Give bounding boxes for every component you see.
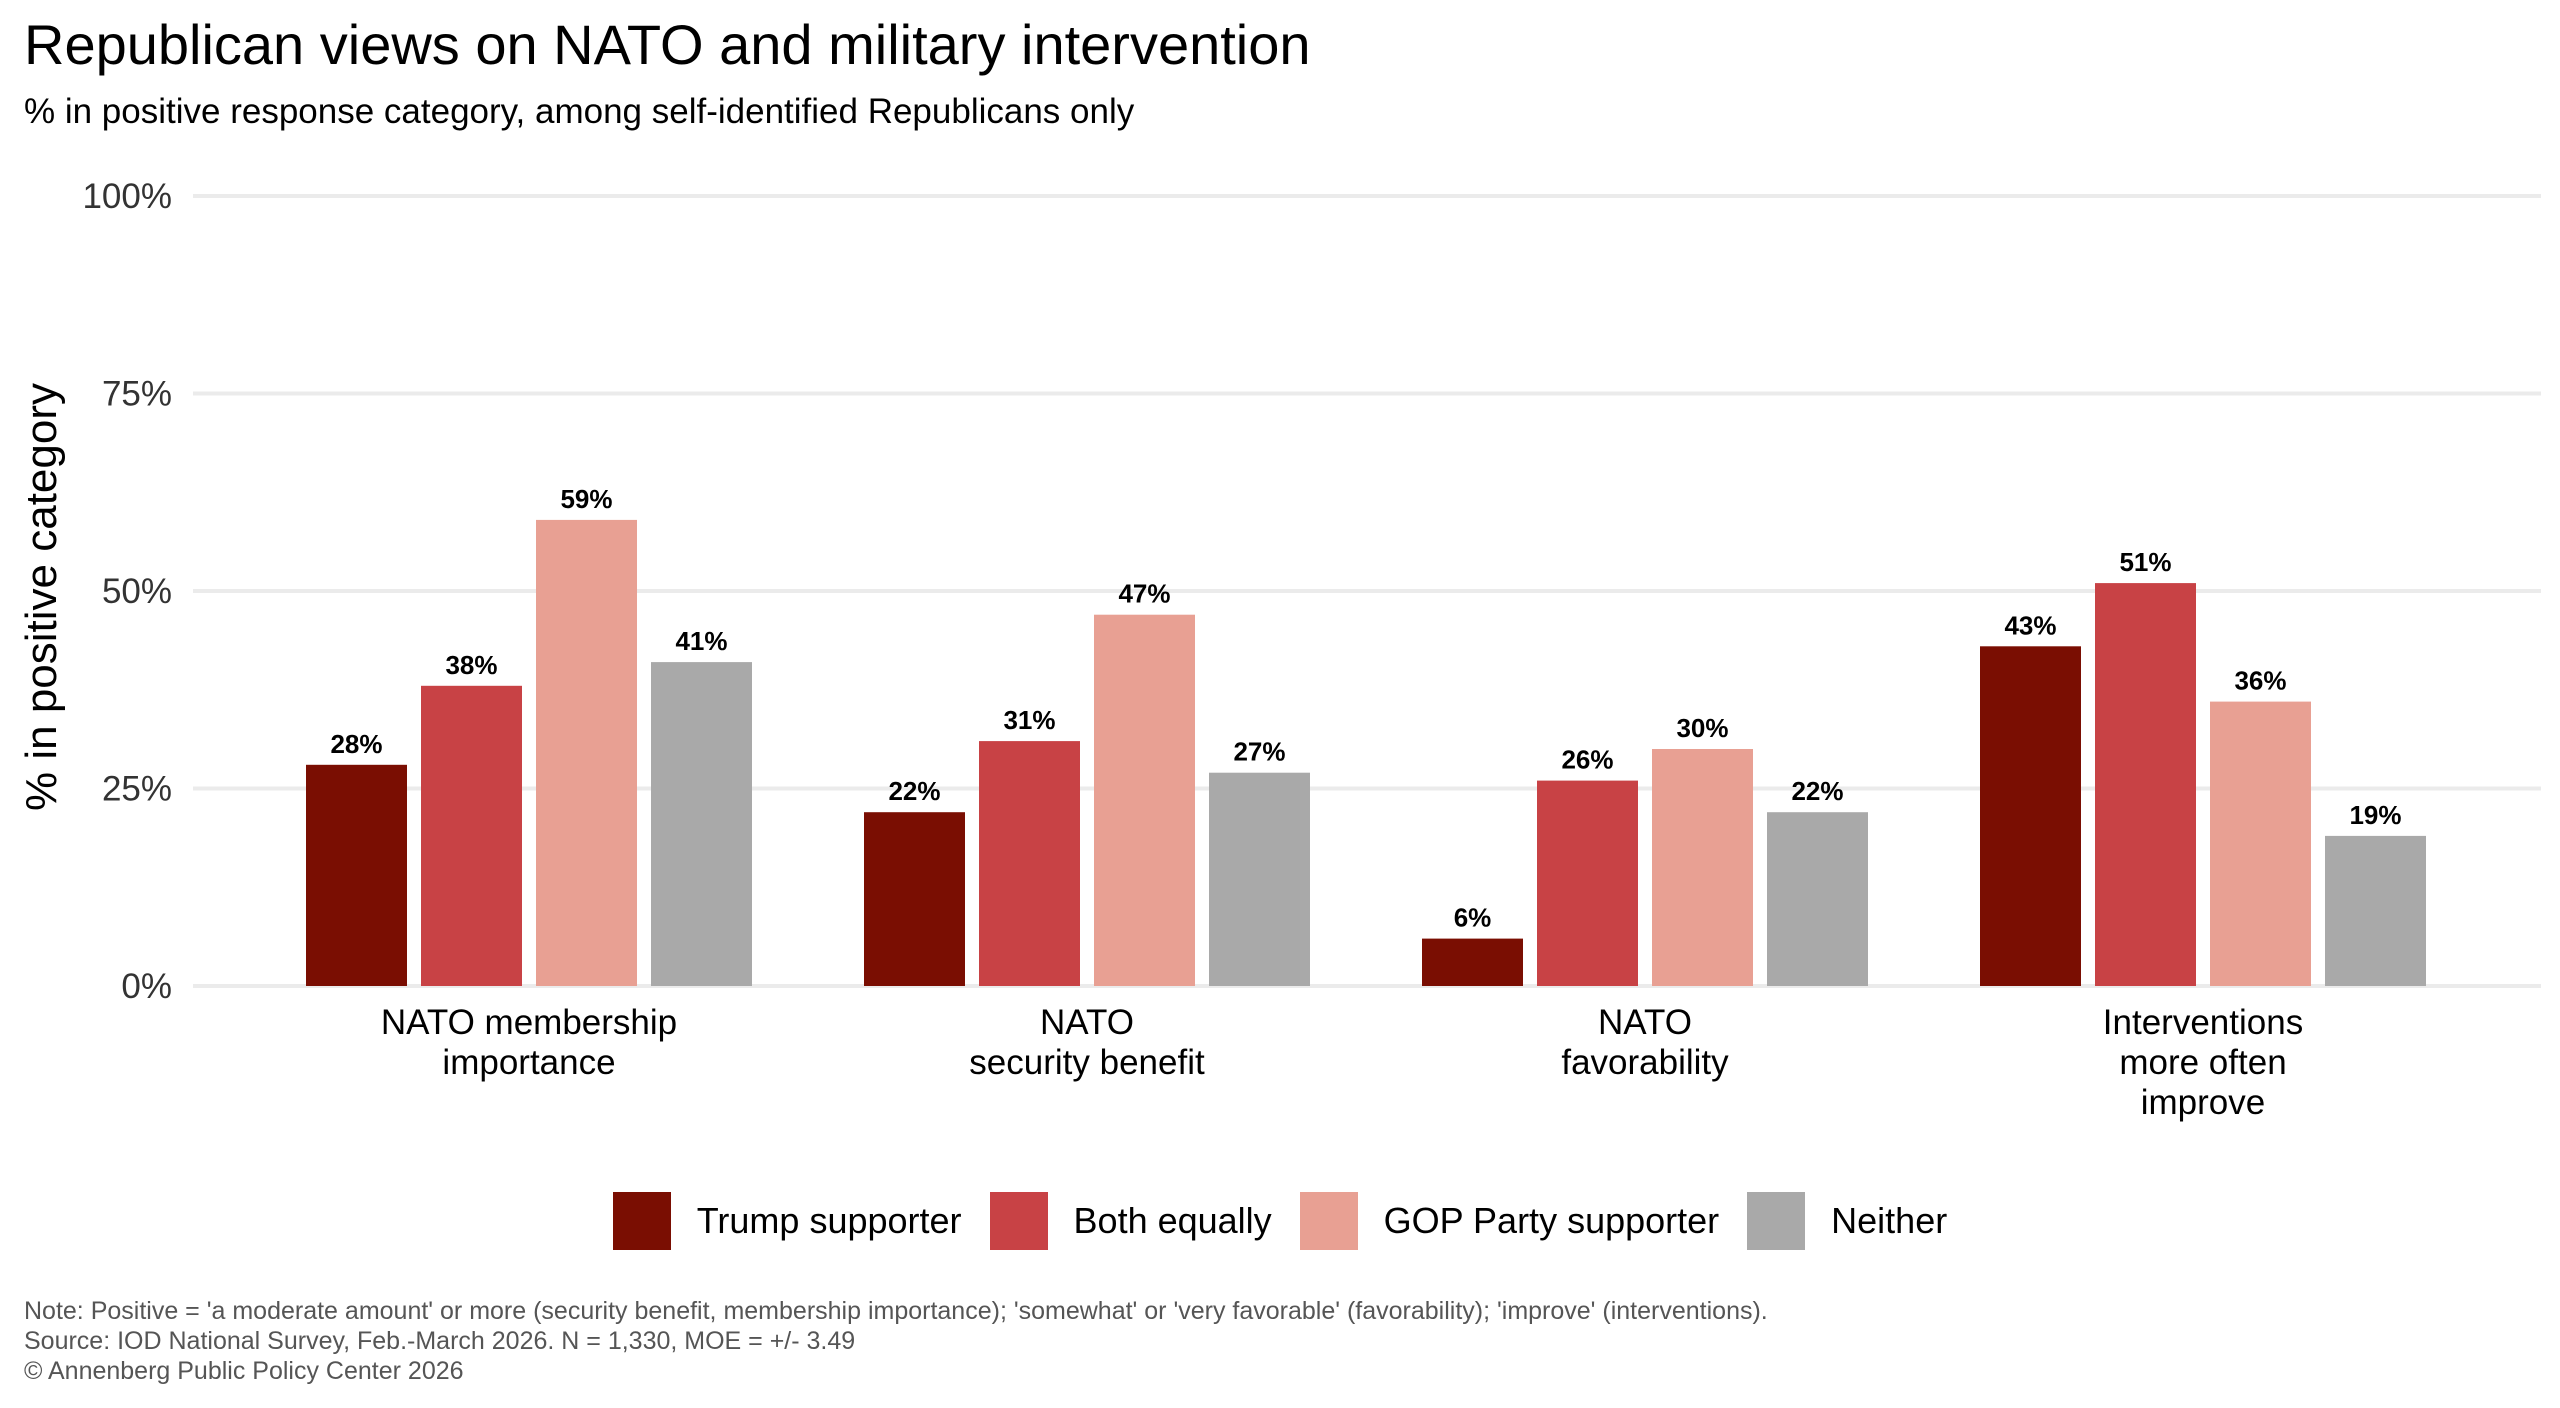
y-tick-label: 50% [102, 572, 172, 611]
data-label: 27% [1233, 737, 1285, 767]
bar [1537, 780, 1638, 986]
data-label: 6% [1454, 903, 1492, 933]
legend-swatch [1747, 1192, 1806, 1250]
x-axis-ticks: NATO membership importance NATO security be… [381, 1003, 2303, 1122]
caption-source: Source: IOD National Survey, Feb.-March … [24, 1327, 856, 1355]
data-label: 59% [560, 484, 612, 514]
data-label: 26% [1561, 745, 1613, 775]
legend-label: Trump supporter [696, 1200, 962, 1241]
data-label: 31% [1003, 705, 1055, 735]
legend-item: Trump supporter [612, 1192, 962, 1250]
data-label: 43% [2004, 610, 2056, 640]
legend-label: GOP Party supporter [1383, 1200, 1720, 1241]
bar [306, 764, 407, 986]
y-tick-label: 25% [102, 770, 172, 809]
bar [1767, 812, 1868, 986]
legend-label: Both equally [1073, 1200, 1272, 1241]
data-label: 41% [675, 626, 727, 656]
data-label: 47% [1118, 579, 1170, 609]
bar [2095, 583, 2196, 986]
x-tick-label: NATO favorability [1561, 1003, 1729, 1082]
caption-note: Note: Positive = 'a moderate amount' or … [24, 1297, 1768, 1325]
data-label: 28% [330, 729, 382, 759]
legend-swatch [1299, 1192, 1358, 1250]
data-label: 22% [1791, 776, 1843, 806]
data-label: 30% [1676, 713, 1728, 743]
bar [1980, 646, 2081, 986]
bars [306, 519, 2426, 986]
bar [2325, 835, 2426, 986]
bar [1422, 938, 1523, 986]
bar [1094, 614, 1195, 986]
bar [1209, 772, 1310, 986]
caption-copyright: © Annenberg Public Policy Center 2026 [24, 1357, 464, 1385]
caption: Note: Positive = 'a moderate amount' or … [24, 1296, 1768, 1386]
bar [2210, 701, 2311, 986]
y-tick-label: 100% [82, 177, 172, 216]
y-axis-label: % in positive category [17, 383, 66, 811]
chart-subtitle: % in positive response category, among s… [24, 92, 1135, 131]
bar [651, 662, 752, 986]
x-tick-label: NATO membership importance [381, 1003, 677, 1082]
data-label: 36% [2234, 666, 2286, 696]
data-label: 19% [2349, 800, 2401, 830]
y-tick-label: 0% [121, 967, 172, 1006]
bar [421, 685, 522, 986]
data-label: 38% [445, 650, 497, 680]
legend-label: Neither [1831, 1200, 1948, 1241]
legend: Trump supporter Both equally GOP Party sup… [0, 1192, 2560, 1250]
legend-item: GOP Party supporter [1299, 1192, 1720, 1250]
x-tick-label: Interventions more often improve [2103, 1003, 2303, 1122]
bar [536, 519, 637, 986]
legend-swatch [612, 1192, 671, 1250]
bar [864, 812, 965, 986]
chart-title: Republican views on NATO and military in… [24, 13, 1311, 76]
bar [979, 741, 1080, 986]
x-tick-label: NATO security benefit [969, 1003, 1205, 1082]
data-label: 51% [2119, 547, 2171, 577]
data-labels: 28% 38% 59% 41% 22% 31% 47% 27% 6% 26% 30% 22% 43% 51… [330, 484, 2401, 933]
legend-item: Both equally [989, 1192, 1272, 1250]
data-label: 22% [888, 776, 940, 806]
y-axis-ticks: 0% 25% 50% 75% 100% [82, 177, 172, 1006]
legend-swatch [989, 1192, 1048, 1250]
bar [1652, 749, 1753, 986]
y-tick-label: 75% [102, 375, 172, 414]
bar-chart: 0% 25% 50% 75% 100% % in positive category 2… [17, 177, 2541, 1122]
legend-item: Neither [1747, 1192, 1947, 1250]
